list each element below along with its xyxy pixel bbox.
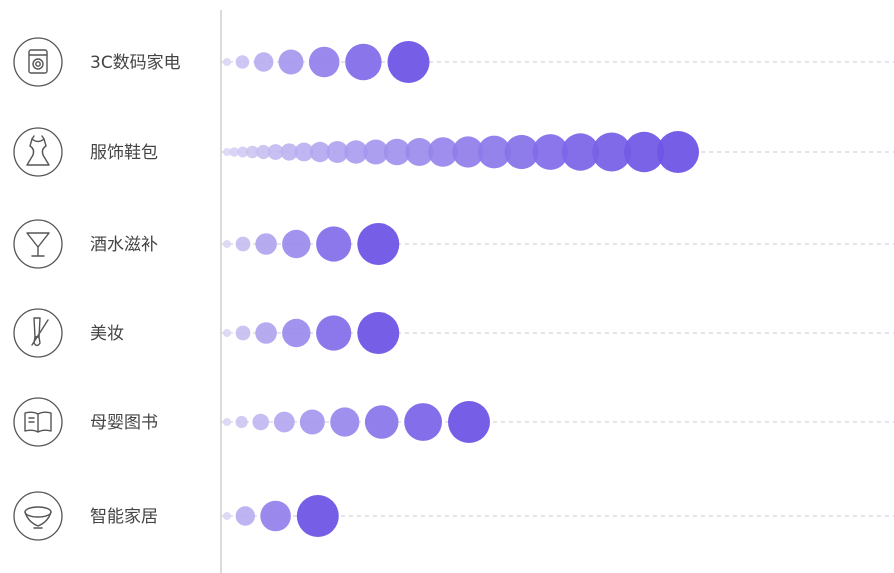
bubble-1-9 xyxy=(326,141,349,163)
bubble-1-21 xyxy=(624,131,665,173)
bubble-4-6 xyxy=(364,405,399,439)
category-row-0: 3C数码家电 xyxy=(13,37,181,87)
bubble-4-4 xyxy=(299,409,325,435)
bubble-2-1 xyxy=(235,236,251,252)
category-row-5: 智能家居 xyxy=(13,491,158,541)
bubble-4-5 xyxy=(330,407,360,437)
category-row-3: 美妆 xyxy=(13,308,124,358)
bubble-5-1 xyxy=(235,506,255,526)
bubble-2-0 xyxy=(223,240,231,248)
bubble-4-1 xyxy=(235,415,248,429)
bubble-1-14 xyxy=(428,137,458,167)
bubble-2-4 xyxy=(316,226,352,262)
bubble-0-5 xyxy=(345,43,382,81)
bubble-4-3 xyxy=(273,411,295,433)
ceiling-lamp-icon xyxy=(24,506,52,529)
category-row-4: 母婴图书 xyxy=(13,397,158,447)
category-row-2: 酒水滋补 xyxy=(13,219,158,269)
bubble-4-8 xyxy=(448,401,490,443)
bubble-3-0 xyxy=(223,329,231,337)
bubble-3-4 xyxy=(316,315,352,351)
category-label-2: 酒水滋补 xyxy=(90,235,158,255)
washing-machine-icon xyxy=(28,49,48,74)
bubble-0-1 xyxy=(235,55,250,69)
category-label-0: 3C数码家电 xyxy=(90,53,181,73)
category-label-1: 服饰鞋包 xyxy=(90,143,158,163)
bubble-1-22 xyxy=(657,131,699,173)
bubble-3-3 xyxy=(282,318,311,348)
bubble-1-13 xyxy=(405,138,434,166)
bubble-1-15 xyxy=(452,136,484,168)
bubble-1-8 xyxy=(309,141,331,163)
bubble-1-5 xyxy=(267,144,284,160)
bubble-3-5 xyxy=(357,312,400,354)
bubble-1-19 xyxy=(561,133,600,171)
bubble-5-2 xyxy=(260,500,291,532)
bubble-1-20 xyxy=(592,132,632,172)
bubble-1-6 xyxy=(280,143,298,161)
bubble-3-1 xyxy=(235,325,251,341)
bubble-3-2 xyxy=(255,322,277,344)
bubble-5-0 xyxy=(223,512,231,520)
bubble-1-1 xyxy=(229,147,239,157)
bubble-4-0 xyxy=(223,418,231,426)
bubble-0-0 xyxy=(223,58,231,66)
dress-icon xyxy=(26,135,50,166)
bubble-1-18 xyxy=(532,134,569,170)
bubble-0-4 xyxy=(308,46,340,78)
bubble-1-4 xyxy=(256,144,271,160)
bubble-5-3 xyxy=(296,495,339,537)
bubble-4-7 xyxy=(404,403,442,441)
bubble-1-16 xyxy=(477,135,511,169)
cocktail-glass-icon xyxy=(26,232,50,257)
bubble-1-12 xyxy=(383,138,411,166)
category-label-3: 美妆 xyxy=(90,324,124,344)
category-label-4: 母婴图书 xyxy=(90,413,158,433)
bubble-2-2 xyxy=(255,233,277,255)
category-label-5: 智能家居 xyxy=(90,507,158,527)
bubble-0-3 xyxy=(278,49,304,75)
bubble-1-0 xyxy=(223,148,231,156)
makeup-brush-icon xyxy=(31,317,49,347)
bubble-1-3 xyxy=(246,145,259,159)
bubble-2-3 xyxy=(282,229,311,259)
bubble-2-5 xyxy=(357,223,400,265)
bubble-1-10 xyxy=(344,140,368,164)
bubble-series xyxy=(223,41,699,537)
open-book-icon xyxy=(24,411,52,433)
bubble-1-2 xyxy=(237,146,249,158)
bubble-0-6 xyxy=(387,41,430,83)
bubble-1-7 xyxy=(294,142,314,162)
bubble-1-17 xyxy=(504,134,539,170)
bubble-1-11 xyxy=(363,139,389,165)
category-row-1: 服饰鞋包 xyxy=(13,127,158,177)
bubble-0-2 xyxy=(254,52,274,72)
guide-lines xyxy=(221,61,894,517)
bubble-4-2 xyxy=(252,413,269,431)
